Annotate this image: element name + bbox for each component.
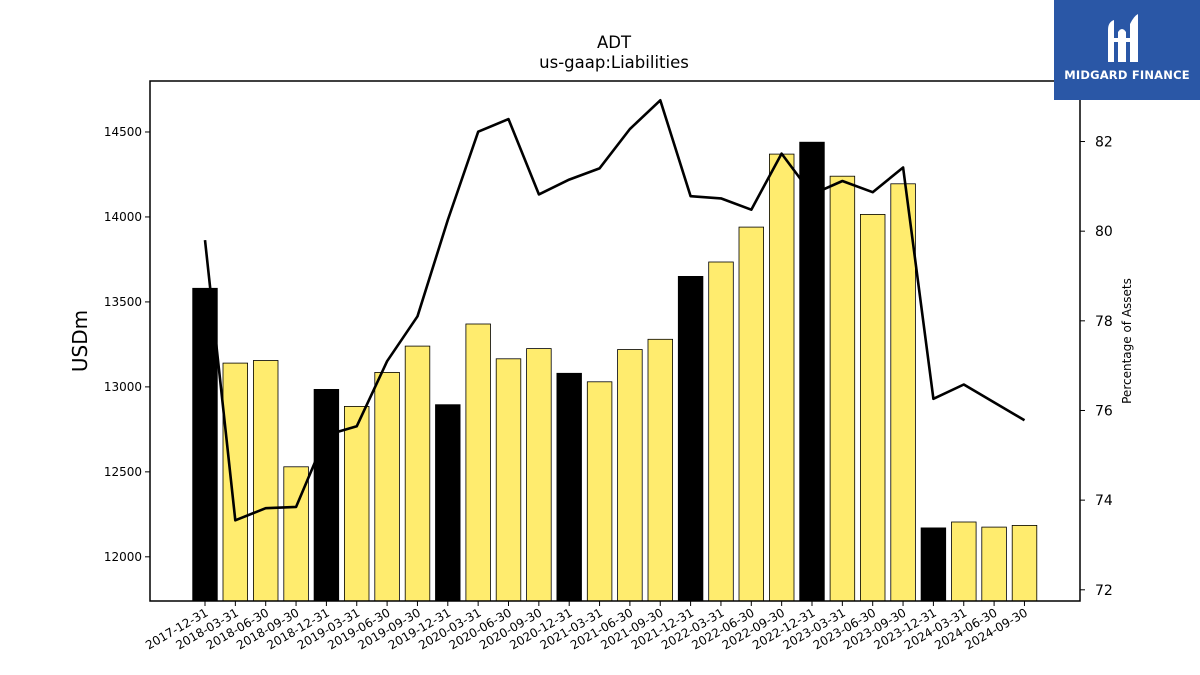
bar xyxy=(1011,525,1038,602)
bar xyxy=(313,388,340,602)
bar xyxy=(404,345,431,602)
y-tick-label: 14000 xyxy=(104,210,142,224)
y-axis: 12000 12500 13000 13500 14000 14500 xyxy=(104,125,150,564)
chart-title: ADT xyxy=(597,33,632,52)
bar xyxy=(799,141,825,602)
bar xyxy=(677,275,704,602)
y-tick-label: 13500 xyxy=(104,295,142,309)
logo-text: MIDGARD FINANCE xyxy=(1064,68,1190,82)
bar xyxy=(617,349,643,602)
bar xyxy=(890,183,916,602)
logo-mark-icon xyxy=(1108,14,1138,62)
y-tick-label: 12500 xyxy=(104,465,142,479)
bar xyxy=(829,175,856,602)
bar xyxy=(586,381,613,602)
y2-axis-label: Percentage of Assets xyxy=(1120,278,1134,404)
y-tick-label: 12000 xyxy=(104,550,142,564)
bar xyxy=(192,287,218,602)
x-axis: 2017-12-312018-03-312018-06-302018-09-30… xyxy=(143,601,1030,652)
bar xyxy=(526,348,552,602)
midgard-finance-logo: MIDGARD FINANCE xyxy=(1054,0,1200,100)
bar xyxy=(769,153,795,602)
bar xyxy=(374,371,400,602)
y2-axis: 72 74 76 78 80 82 xyxy=(1080,135,1113,599)
bar xyxy=(860,213,886,602)
bar xyxy=(738,226,765,602)
y2-tick-label: 78 xyxy=(1095,314,1113,330)
y-axis-label: USDm xyxy=(68,310,92,372)
y2-tick-label: 74 xyxy=(1095,493,1113,509)
percentage-line xyxy=(203,99,1026,522)
bar xyxy=(222,362,249,602)
bar xyxy=(435,404,461,602)
bar xyxy=(981,526,1007,602)
plot-frame xyxy=(149,80,1081,602)
bar xyxy=(951,521,977,602)
bar-group xyxy=(192,141,1038,602)
chart-subtitle: us-gaap:Liabilities xyxy=(539,53,689,72)
y-tick-label: 13000 xyxy=(104,380,142,394)
bar xyxy=(647,338,674,602)
bar xyxy=(920,527,947,602)
bar xyxy=(495,358,522,602)
bar xyxy=(556,372,582,602)
bar xyxy=(465,323,491,602)
bar xyxy=(343,405,370,602)
y2-tick-label: 72 xyxy=(1095,583,1113,599)
y2-tick-label: 80 xyxy=(1095,224,1113,240)
y2-tick-label: 76 xyxy=(1095,403,1113,419)
y2-tick-label: 82 xyxy=(1095,135,1113,151)
line-group xyxy=(203,99,1026,522)
bar xyxy=(252,360,279,602)
y-tick-label: 14500 xyxy=(104,125,142,139)
bar xyxy=(708,261,734,602)
